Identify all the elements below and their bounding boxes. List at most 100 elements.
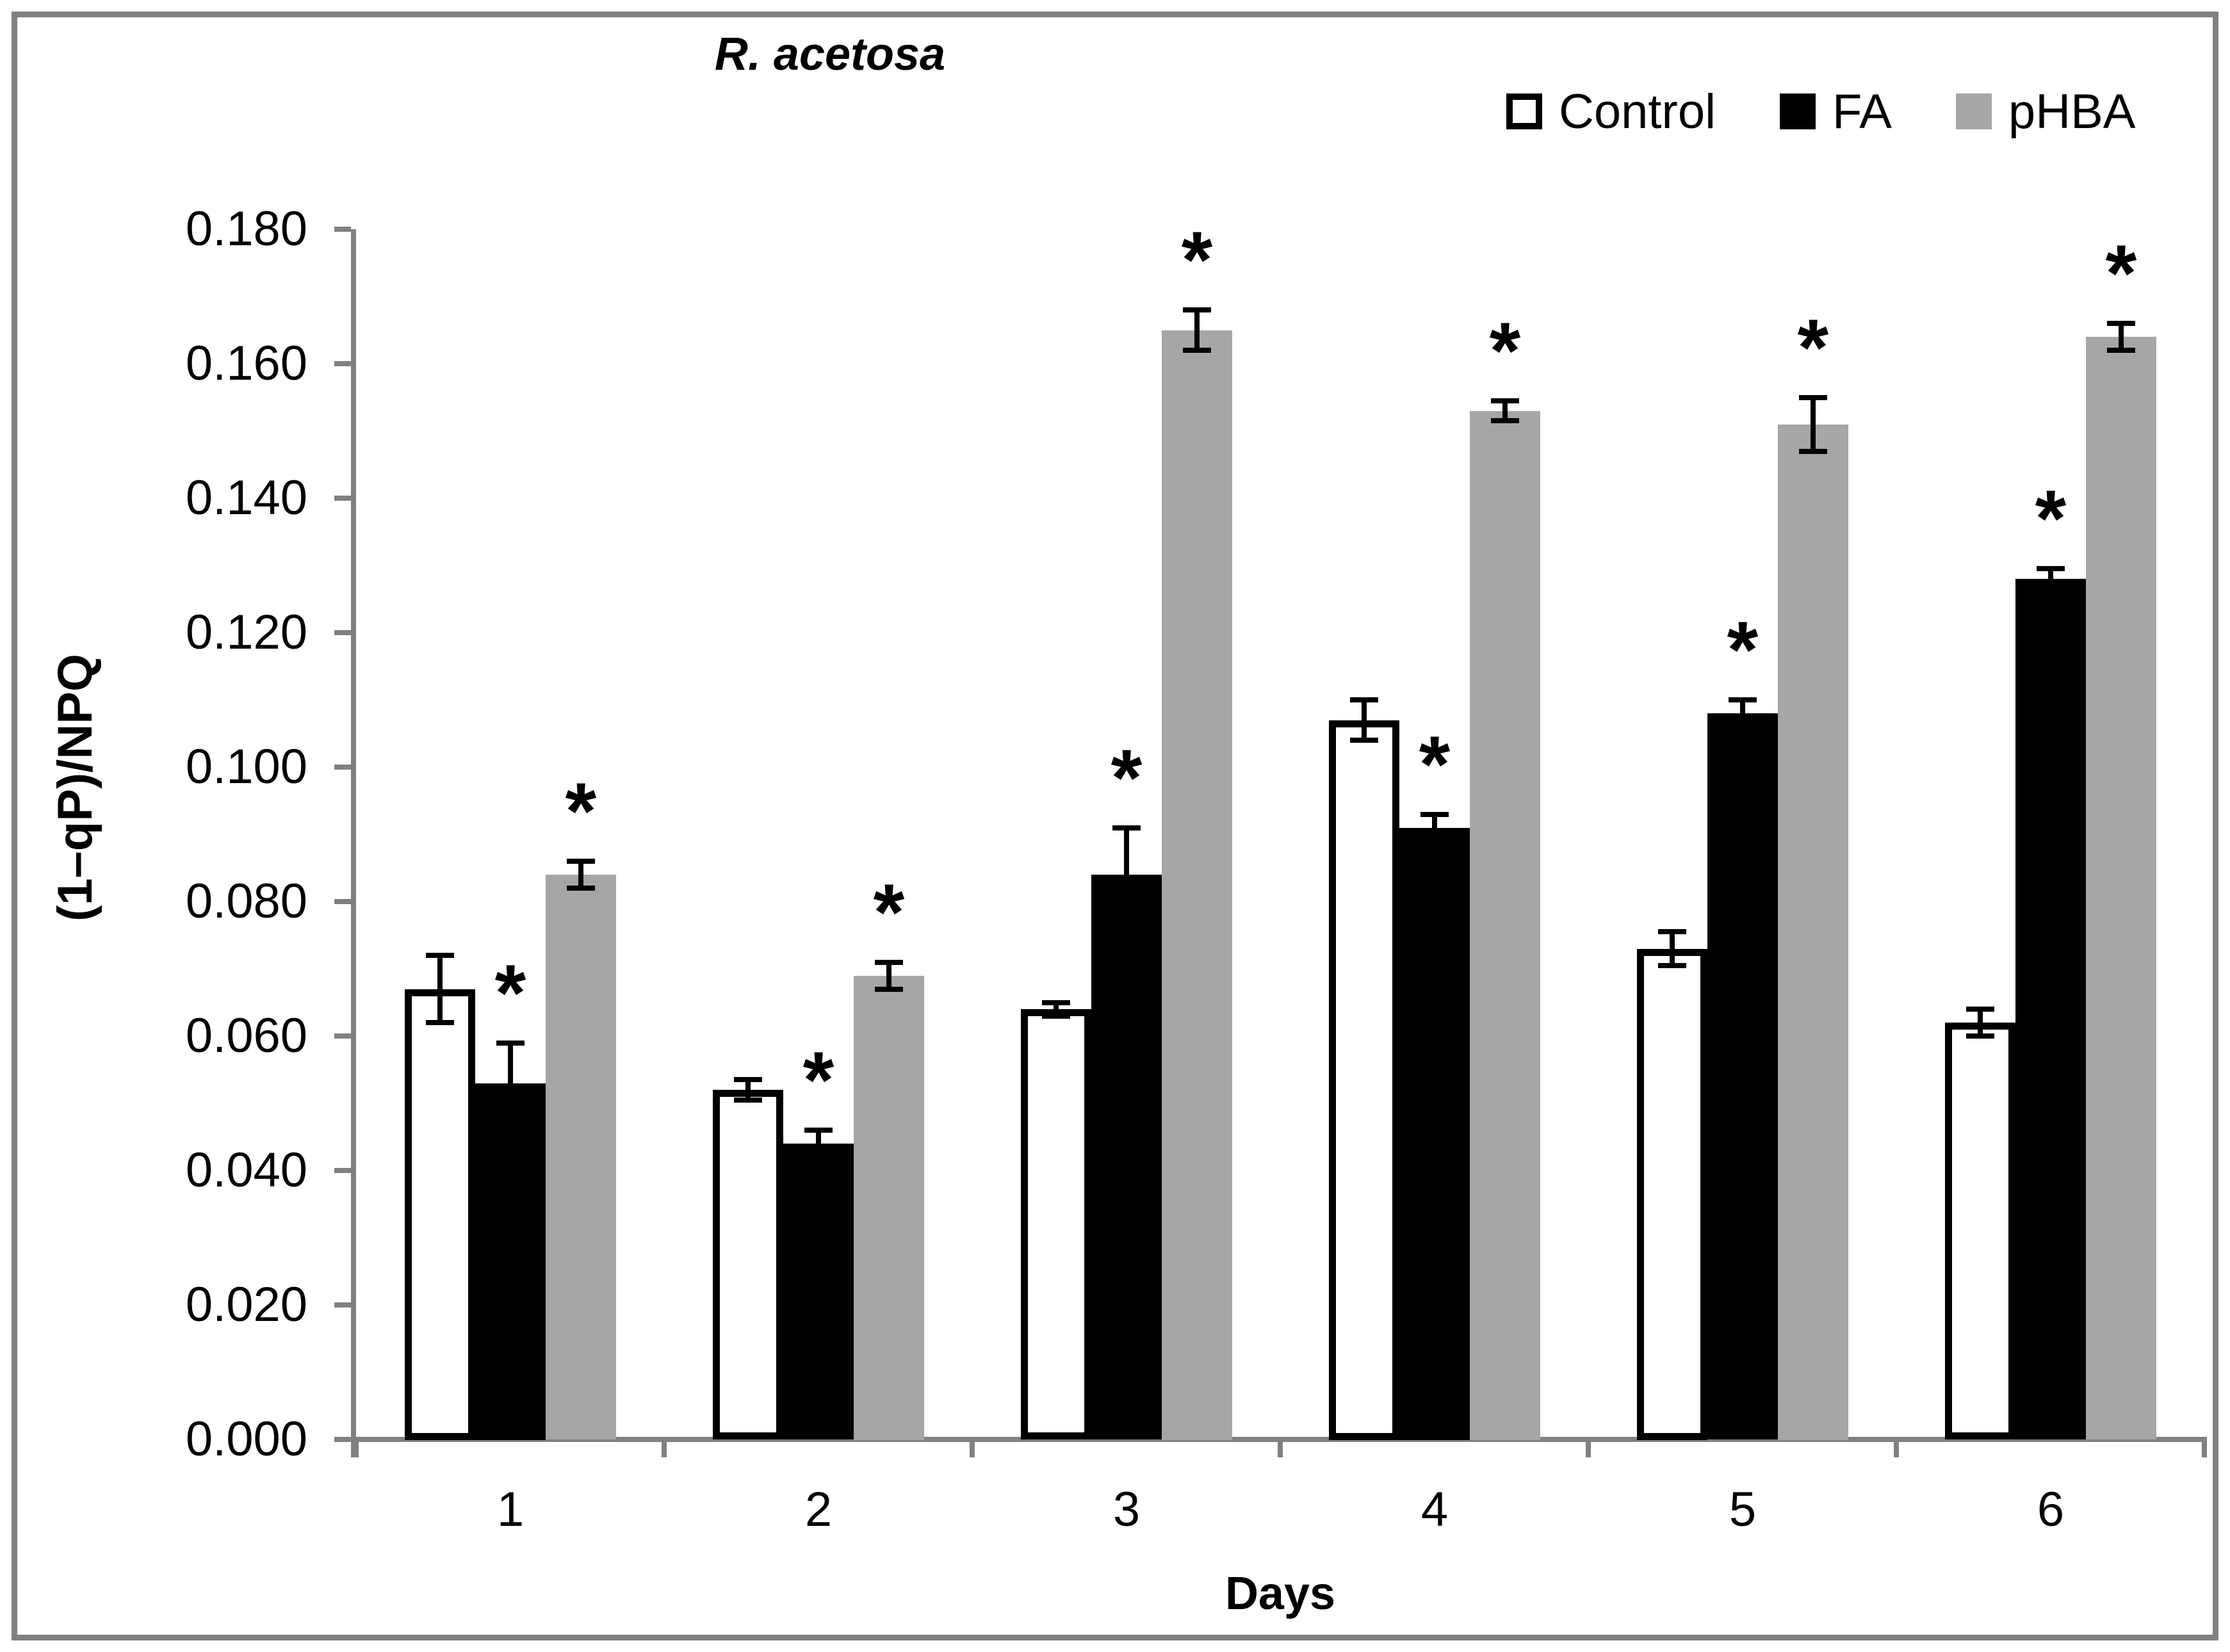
significance-asterisk-fa-day2: * [802, 1036, 834, 1125]
x-tick-5 [1894, 1439, 1899, 1457]
bar-control-day2 [713, 1090, 783, 1439]
y-tick-0.160 [334, 361, 351, 366]
error-bar-cap-top-control-day4 [1350, 697, 1378, 702]
bar-fa-day5 [1707, 713, 1778, 1439]
x-axis-title: Days [1225, 1568, 1336, 1619]
error-bar-cap-top-phba-day1 [567, 859, 595, 864]
bar-phba-day6 [2086, 337, 2156, 1439]
figure-border [12, 12, 2218, 1640]
legend-swatch-phba [1955, 93, 1992, 129]
x-tick-3 [1278, 1439, 1283, 1457]
x-tick-label-day3: 3 [1112, 1482, 1141, 1537]
error-bar-cap-bottom-control-day4 [1350, 738, 1378, 743]
error-bar-line-fa-day6 [2048, 569, 2053, 589]
significance-asterisk-phba-day4: * [1489, 307, 1521, 396]
x-tick-label-day1: 1 [496, 1482, 525, 1537]
bar-control-day3 [1021, 1009, 1091, 1439]
y-tick-label-0.040: 0.040 [185, 1143, 307, 1197]
error-bar-cap-top-phba-day5 [1799, 395, 1827, 400]
legend-item-fa: FA [1780, 84, 1892, 140]
error-bar-line-control-day2 [745, 1080, 751, 1100]
x-tick-4 [1586, 1439, 1591, 1457]
error-bar-cap-bottom-phba-day3 [1183, 348, 1211, 353]
y-tick-label-0.060: 0.060 [185, 1008, 307, 1063]
error-bar-line-control-day5 [1670, 932, 1675, 966]
error-bar-line-fa-day2 [816, 1130, 821, 1157]
bar-phba-day4 [1470, 411, 1540, 1440]
legend-label-control: Control [1559, 84, 1716, 139]
error-bar-cap-top-phba-day4 [1491, 398, 1519, 403]
error-bar-cap-bottom-control-day5 [1658, 963, 1686, 968]
significance-asterisk-phba-day5: * [1797, 304, 1829, 393]
y-tick-0.020 [334, 1302, 351, 1308]
error-bar-cap-bottom-fa-day1 [496, 1121, 525, 1126]
error-bar-line-control-day6 [1978, 1009, 1983, 1036]
error-bar-cap-top-fa-day6 [2037, 566, 2065, 571]
error-bar-line-phba-day5 [1811, 398, 1816, 451]
y-tick-label-0.180: 0.180 [185, 202, 307, 256]
y-tick-0.080 [334, 899, 351, 904]
legend-label-fa: FA [1832, 84, 1892, 139]
bar-fa-day6 [2015, 579, 2086, 1439]
y-tick-label-0.080: 0.080 [185, 874, 307, 928]
error-bar-cap-top-phba-day6 [2107, 321, 2135, 326]
y-tick-0.040 [334, 1168, 351, 1173]
error-bar-cap-bottom-control-day1 [426, 1020, 454, 1025]
legend-swatch-control [1506, 93, 1542, 129]
error-bar-line-fa-day5 [1740, 700, 1745, 727]
error-bar-cap-bottom-control-day6 [1966, 1033, 1994, 1039]
bar-control-day5 [1637, 949, 1707, 1440]
error-bar-cap-bottom-control-day2 [734, 1097, 762, 1103]
error-bar-cap-top-phba-day3 [1183, 307, 1211, 312]
error-bar-line-fa-day3 [1124, 828, 1129, 922]
significance-asterisk-phba-day2: * [873, 868, 905, 957]
legend-item-phba: pHBA [1955, 84, 2135, 140]
y-tick-label-0.140: 0.140 [185, 471, 307, 525]
error-bar-cap-bottom-fa-day2 [804, 1154, 833, 1160]
x-tick-2 [970, 1439, 975, 1457]
error-bar-line-control-day3 [1054, 1003, 1059, 1016]
y-axis-line [351, 229, 356, 1457]
error-bar-cap-top-fa-day2 [804, 1128, 833, 1133]
error-bar-line-control-day1 [437, 955, 443, 1023]
bar-control-day1 [405, 989, 475, 1440]
significance-asterisk-phba-day6: * [2105, 229, 2137, 318]
error-bar-line-control-day4 [1362, 700, 1367, 740]
error-bar-cap-top-control-day1 [426, 953, 454, 958]
error-bar-cap-top-phba-day2 [875, 960, 903, 965]
bar-fa-day2 [783, 1144, 854, 1439]
error-bar-cap-bottom-phba-day4 [1491, 418, 1519, 423]
error-bar-cap-bottom-phba-day5 [1799, 449, 1827, 454]
error-bar-cap-top-fa-day5 [1729, 697, 1757, 702]
y-tick-0.100 [334, 765, 351, 770]
error-bar-line-phba-day1 [578, 861, 583, 888]
legend-swatch-fa [1780, 93, 1816, 129]
error-bar-cap-top-fa-day4 [1420, 812, 1449, 817]
significance-asterisk-fa-day3: * [1111, 734, 1143, 823]
error-bar-cap-bottom-fa-day6 [2037, 587, 2065, 592]
x-tick-label-day6: 6 [2037, 1482, 2065, 1537]
significance-asterisk-phba-day1: * [565, 767, 597, 856]
x-tick-1 [662, 1439, 667, 1457]
x-tick-label-day4: 4 [1420, 1482, 1449, 1537]
significance-asterisk-phba-day3: * [1181, 216, 1213, 305]
y-tick-label-0.000: 0.000 [185, 1412, 307, 1466]
error-bar-cap-top-control-day3 [1042, 1000, 1070, 1005]
y-tick-0.000 [334, 1437, 351, 1442]
bar-fa-day1 [475, 1083, 546, 1440]
y-tick-label-0.120: 0.120 [185, 605, 307, 660]
bar-phba-day1 [546, 875, 616, 1439]
bar-phba-day2 [854, 976, 924, 1440]
bar-phba-day3 [1162, 330, 1232, 1440]
error-bar-line-phba-day4 [1502, 401, 1508, 421]
error-bar-cap-top-fa-day3 [1112, 825, 1141, 830]
error-bar-line-phba-day3 [1194, 310, 1200, 350]
significance-asterisk-fa-day5: * [1727, 606, 1759, 695]
x-tick-label-day2: 2 [804, 1482, 833, 1537]
bar-fa-day4 [1399, 828, 1470, 1440]
x-tick-label-day5: 5 [1729, 1482, 1757, 1537]
error-bar-cap-bottom-phba-day2 [875, 987, 903, 992]
legend: Control FA pHBA [1506, 81, 2135, 142]
